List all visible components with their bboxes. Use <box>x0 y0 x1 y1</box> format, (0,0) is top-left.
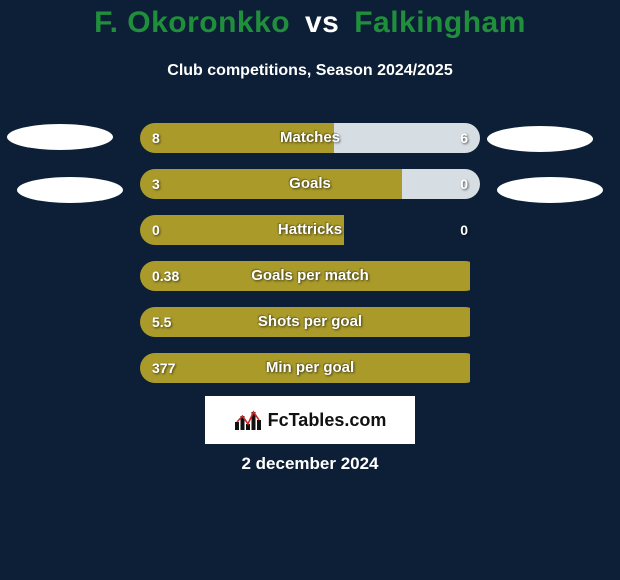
comparison-infographic: F. Okoronkko vs Falkingham Club competit… <box>0 0 620 580</box>
bar-track <box>140 215 480 245</box>
bar-player1 <box>140 307 470 337</box>
bar-track <box>140 261 480 291</box>
page-title: F. Okoronkko vs Falkingham <box>0 6 620 40</box>
logo-inner: FcTables.com <box>234 409 387 431</box>
title-player1: F. Okoronkko <box>94 6 290 39</box>
footer-date: 2 december 2024 <box>0 454 620 474</box>
bar-player1 <box>140 123 334 153</box>
bar-player1 <box>140 353 470 383</box>
subtitle: Club competitions, Season 2024/2025 <box>0 62 620 80</box>
bar-player1 <box>140 261 470 291</box>
stat-row: Shots per goal5.5 <box>0 307 620 337</box>
logo-text: FcTables.com <box>268 410 387 431</box>
bar-player1 <box>140 169 402 199</box>
fctables-logo: FcTables.com <box>205 396 415 444</box>
barchart-icon <box>234 409 262 431</box>
stat-row: Matches86 <box>0 123 620 153</box>
stat-row: Min per goal377 <box>0 353 620 383</box>
title-vs: vs <box>305 6 339 39</box>
bar-track <box>140 169 480 199</box>
stat-row: Goals per match0.38 <box>0 261 620 291</box>
bar-player2 <box>334 123 480 153</box>
bar-track <box>140 307 480 337</box>
bar-player1 <box>140 215 344 245</box>
title-player2: Falkingham <box>354 6 526 39</box>
bar-track <box>140 353 480 383</box>
stat-row: Goals30 <box>0 169 620 199</box>
bar-player2 <box>402 169 480 199</box>
bar-track <box>140 123 480 153</box>
stat-row: Hattricks00 <box>0 215 620 245</box>
